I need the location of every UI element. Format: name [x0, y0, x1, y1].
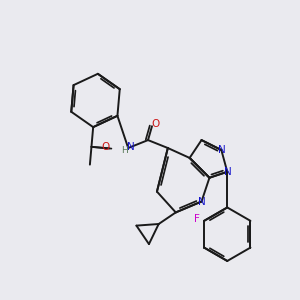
- Text: O: O: [152, 119, 160, 129]
- Text: N: N: [198, 196, 206, 206]
- Text: O: O: [101, 142, 110, 152]
- Text: N: N: [224, 167, 232, 177]
- Text: H: H: [121, 146, 128, 155]
- Text: N: N: [218, 145, 226, 155]
- Text: N: N: [127, 142, 135, 152]
- Text: F: F: [194, 214, 200, 224]
